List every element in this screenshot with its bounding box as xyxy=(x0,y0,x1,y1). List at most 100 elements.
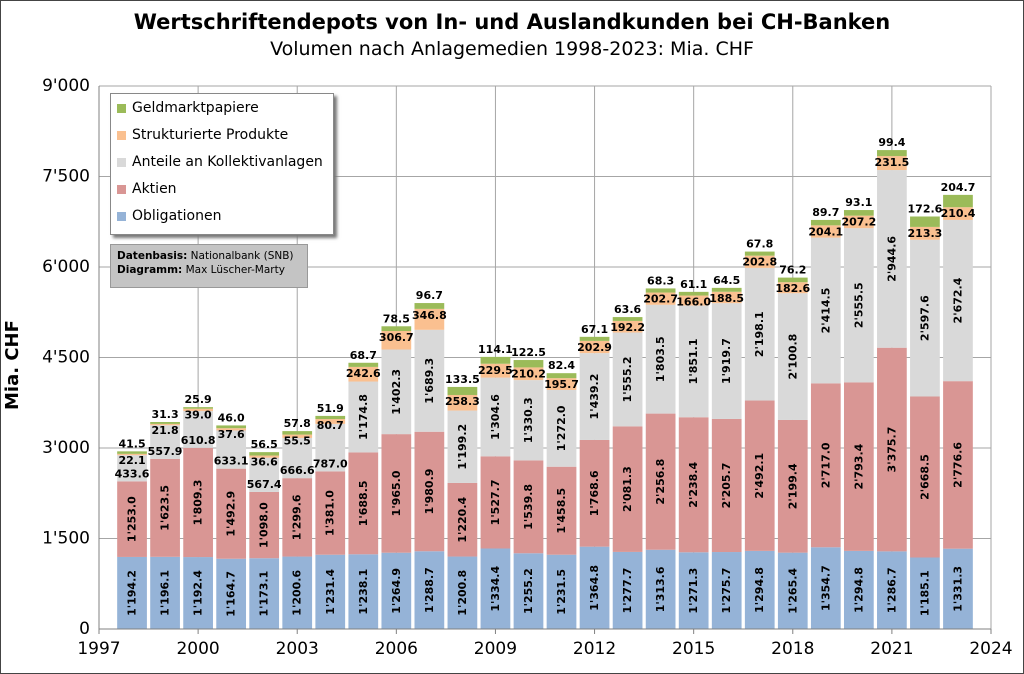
legend-item-aktien: Aktien xyxy=(117,181,177,201)
bar-aktien-2012 xyxy=(579,439,610,547)
bar-geldmarktpapiere-2023 xyxy=(943,194,973,208)
data-label: 41.5 xyxy=(118,437,145,450)
bar-obligationen-2013 xyxy=(612,551,643,629)
legend-label: Aktien xyxy=(132,181,177,197)
bar-strukturierte-produkte-2017 xyxy=(744,255,775,268)
bar-geldmarktpapiere-2013 xyxy=(612,317,643,321)
bar-geldmarktpapiere-2020 xyxy=(843,210,874,216)
bar-aktien-2006 xyxy=(381,434,412,553)
data-label: 99.4 xyxy=(878,136,905,149)
bar-anteile-an-kollektivanlagen-2018 xyxy=(777,293,808,420)
bar-anteile-an-kollektivanlagen-2014 xyxy=(645,304,676,414)
bar-obligationen-2005 xyxy=(348,554,379,629)
data-label: 1'304.6 xyxy=(489,394,502,440)
data-label: 1'275.7 xyxy=(720,568,733,614)
bar-strukturierte-produkte-2007 xyxy=(414,308,445,330)
x-tick-label: 2021 xyxy=(870,639,913,659)
data-label: 31.3 xyxy=(152,408,179,421)
data-label: 346.8 xyxy=(412,309,447,322)
bar-anteile-an-kollektivanlagen-2003 xyxy=(282,437,313,479)
data-label: 1'255.2 xyxy=(522,568,535,614)
bar-geldmarktpapiere-2011 xyxy=(546,373,577,379)
data-label: 64.5 xyxy=(713,274,740,287)
bar-geldmarktpapiere-2003 xyxy=(282,431,313,435)
y-tick-label: 1'500 xyxy=(42,529,90,549)
data-label: 172.6 xyxy=(908,202,943,215)
data-label: 1'196.1 xyxy=(159,570,172,616)
data-label: 1'980.9 xyxy=(423,469,436,515)
bar-aktien-2017 xyxy=(744,400,775,551)
bar-strukturierte-produkte-2020 xyxy=(843,215,874,229)
data-label: 2'555.5 xyxy=(852,282,865,328)
data-label: 55.5 xyxy=(284,435,311,448)
bar-geldmarktpapiere-2014 xyxy=(645,288,676,293)
bar-strukturierte-produkte-2023 xyxy=(943,207,973,220)
bar-obligationen-2011 xyxy=(546,554,577,629)
bar-strukturierte-produkte-2011 xyxy=(546,378,577,390)
data-label: 1'555.2 xyxy=(621,357,634,403)
bar-aktien-2000 xyxy=(183,447,213,558)
legend-swatch xyxy=(117,184,126,194)
data-label: 567.4 xyxy=(247,478,282,491)
data-label: 787.0 xyxy=(313,457,348,470)
data-label: 1'173.1 xyxy=(258,571,271,617)
y-tick-label: 0 xyxy=(79,619,90,639)
chart-title: Wertschriftendepots von In- und Auslandk… xyxy=(133,10,891,34)
data-label: 1'803.5 xyxy=(654,336,667,382)
data-label: 207.2 xyxy=(841,216,876,229)
legend-item-kollektivanlagen: Anteile an Kollektivanlagen xyxy=(117,154,323,174)
source-diagram: Diagramm: Max Lüscher-Marty xyxy=(117,263,307,277)
data-label: 258.3 xyxy=(445,395,480,408)
data-label: 76.2 xyxy=(779,264,806,277)
data-label: 1'539.8 xyxy=(522,484,535,530)
data-label: 557.9 xyxy=(148,445,183,458)
data-label: 229.5 xyxy=(478,364,513,377)
bar-anteile-an-kollektivanlagen-2005 xyxy=(348,381,379,453)
bar-strukturierte-produkte-2021 xyxy=(877,156,907,171)
y-tick-label: 9'000 xyxy=(42,76,90,96)
data-label: 56.5 xyxy=(251,438,278,451)
y-tick-label: 7'500 xyxy=(42,167,90,187)
data-label: 1'439.2 xyxy=(588,374,601,420)
data-label: 1'231.5 xyxy=(555,569,568,615)
x-tick-label: 2003 xyxy=(276,639,319,659)
data-label: 2'672.4 xyxy=(951,277,964,323)
bar-aktien-1999 xyxy=(150,458,180,557)
data-label: 1'192.4 xyxy=(192,570,205,616)
data-label: 1'200.6 xyxy=(291,570,304,616)
bar-geldmarktpapiere-2004 xyxy=(315,415,346,420)
data-label: 182.6 xyxy=(775,282,810,295)
data-label: 2'238.4 xyxy=(687,462,700,508)
legend-label: Obligationen xyxy=(132,208,222,224)
data-label: 61.1 xyxy=(680,278,707,291)
data-label: 433.6 xyxy=(115,467,150,480)
data-label: 68.7 xyxy=(350,349,377,362)
data-label: 1'220.4 xyxy=(456,496,469,542)
bar-obligationen-1999 xyxy=(150,556,180,629)
bar-obligationen-2006 xyxy=(381,552,412,629)
data-label: 67.1 xyxy=(581,323,608,336)
bar-anteile-an-kollektivanlagen-1999 xyxy=(150,425,180,459)
bar-strukturierte-produkte-1999 xyxy=(150,423,180,426)
bar-strukturierte-produkte-2010 xyxy=(513,367,544,381)
bar-strukturierte-produkte-2016 xyxy=(711,291,742,304)
bar-geldmarktpapiere-2009 xyxy=(480,356,511,364)
data-label: 1'265.4 xyxy=(786,568,799,614)
bar-obligationen-2018 xyxy=(777,552,808,629)
data-label: 1'200.8 xyxy=(456,570,469,616)
legend-swatch xyxy=(117,130,126,140)
bar-obligationen-2020 xyxy=(843,550,874,629)
bar-aktien-2015 xyxy=(678,417,709,553)
data-label: 666.6 xyxy=(280,464,315,477)
bar-geldmarktpapiere-2019 xyxy=(810,219,841,226)
legend-item-geldmarktpapiere: Geldmarktpapiere xyxy=(117,100,259,120)
data-label: 1'492.9 xyxy=(225,491,238,537)
bar-geldmarktpapiere-2017 xyxy=(744,251,775,256)
x-tick-label: 2012 xyxy=(573,639,616,659)
bar-aktien-2019 xyxy=(810,383,841,548)
data-label: 1'299.6 xyxy=(291,494,304,540)
legend-item-obligationen: Obligationen xyxy=(117,208,221,228)
data-label: 46.0 xyxy=(218,411,245,424)
data-label: 202.9 xyxy=(577,341,612,354)
data-label: 1'253.0 xyxy=(126,496,139,542)
